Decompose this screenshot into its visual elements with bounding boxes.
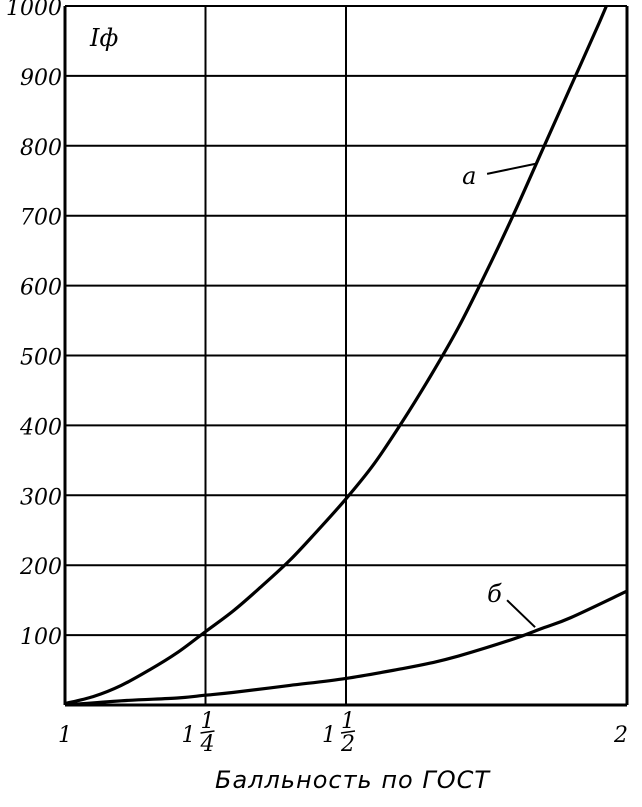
x-tick-label-1.5-den: 2 [340,732,355,757]
y-tick-labels: 100 200 300 400 500 600 700 800 900 1000 [6,0,62,650]
y-tick-label-200: 200 [19,555,62,580]
y-tick-label-500: 500 [20,346,62,371]
y-tick-label-300: 300 [20,485,62,510]
x-tick-label-2: 2 [613,723,628,748]
curves [65,6,628,705]
y-tick-label-800: 800 [20,136,62,161]
x-axis-label: Балльность по ГОСТ [215,766,491,794]
y-tick-label-900: 900 [20,66,62,91]
y-axis-label: Iф [89,24,118,52]
series-line-a [65,6,609,705]
x-tick-labels: 1 114 112 2 [58,709,628,757]
x-tick-label-1.25-whole: 1 [182,723,196,748]
y-tick-label-700: 700 [20,206,62,231]
grid [65,5,627,705]
series-line-b [65,589,628,705]
y-tick-label-400: 400 [19,415,62,440]
x-tick-label-1: 1 [58,723,72,748]
series-a-leader [486,162,536,175]
x-tick-label-1.25-bar [200,730,215,734]
x-tick-label-1.25-den: 4 [200,732,215,757]
x-tick-label-1.25-num: 1 [201,709,215,734]
y-tick-label-600: 600 [20,276,62,301]
x-tick-label-1.5-whole: 1 [322,723,336,748]
axes [63,5,629,707]
series-b-label: б [487,580,502,608]
x-tick-label-1.5-num: 1 [341,709,355,734]
y-tick-label-100: 100 [20,625,62,650]
y-tick-label-1000: 1000 [6,0,62,21]
series-a-label: а [462,162,476,190]
series-b-leader [506,599,536,628]
x-tick-label-1.5-bar [340,730,356,734]
